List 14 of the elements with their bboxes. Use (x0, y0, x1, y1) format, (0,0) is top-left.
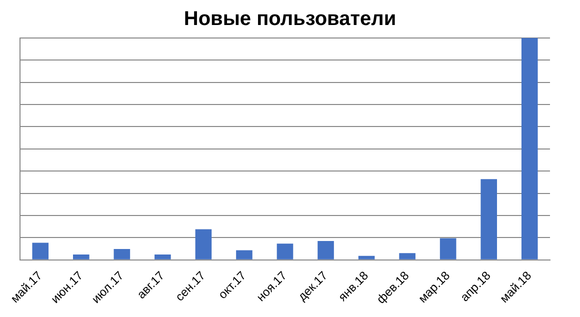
bar (276, 244, 294, 260)
bar (318, 240, 334, 260)
bar (358, 256, 375, 260)
bar (32, 242, 49, 260)
bar (236, 250, 252, 260)
bar (521, 38, 538, 260)
bar (114, 248, 130, 260)
chart-title: Новые пользователи (182, 8, 398, 32)
bar (480, 179, 497, 260)
bar (195, 229, 212, 260)
bar (154, 254, 171, 260)
bar (399, 253, 416, 260)
bar (73, 254, 90, 260)
bar (440, 238, 456, 260)
